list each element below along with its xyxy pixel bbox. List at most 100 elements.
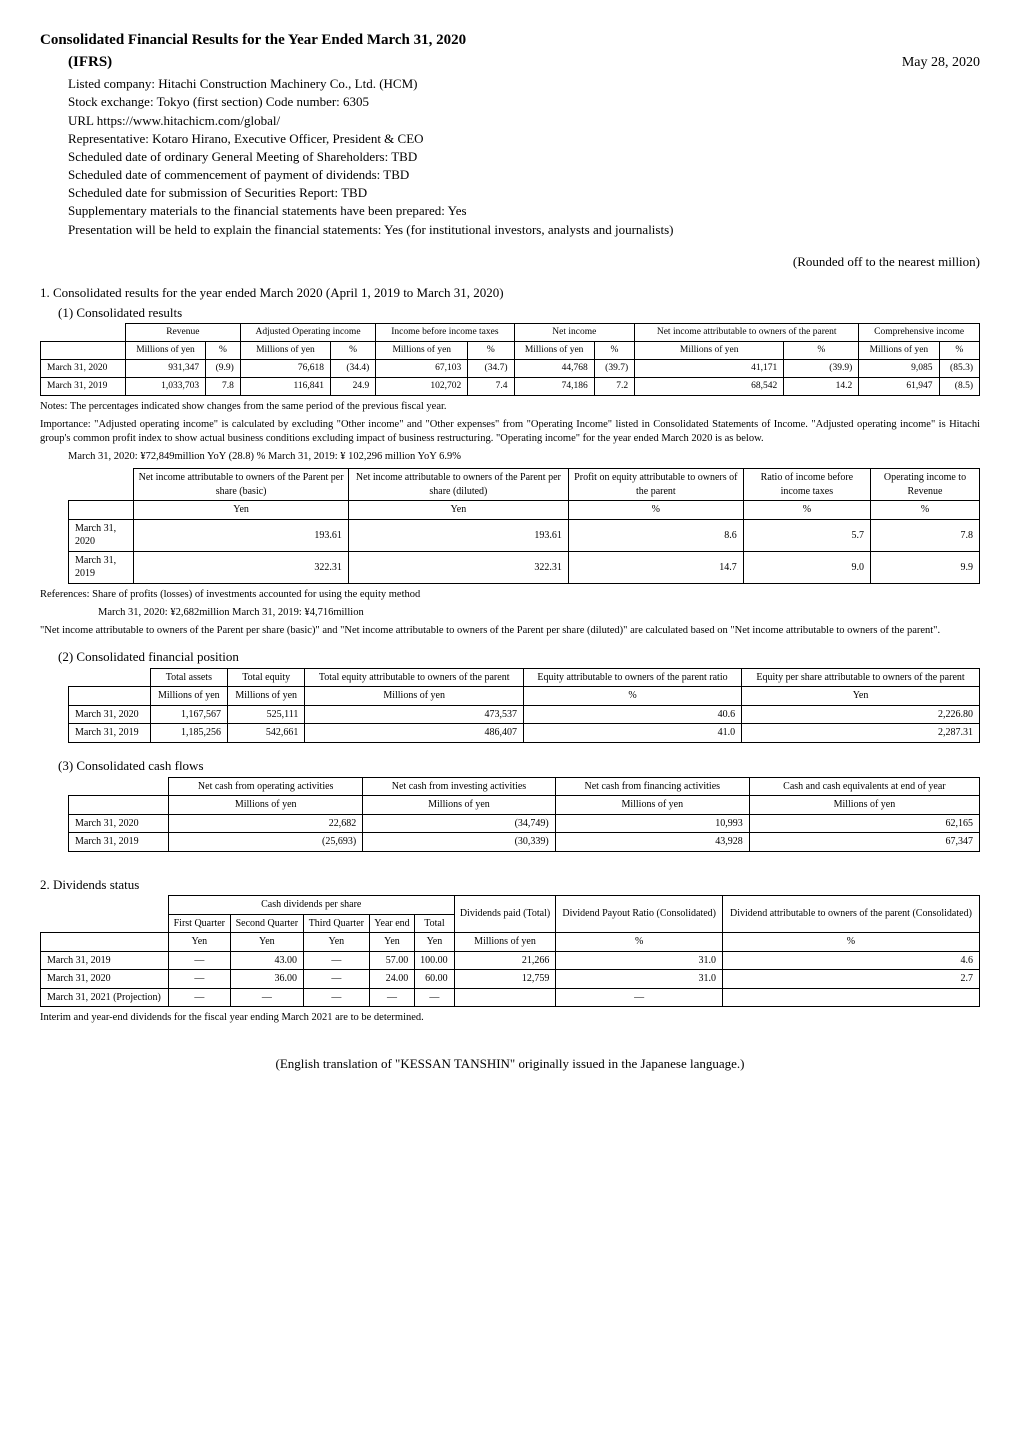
cell: 31.0 (556, 970, 723, 989)
unit-cell: % (722, 933, 979, 952)
section-1-3-heading: (3) Consolidated cash flows (40, 757, 980, 775)
ifrs-label: (IFRS) (40, 52, 112, 72)
row-label: March 31, 2020 (69, 519, 134, 551)
col-header: Second Quarter (230, 914, 303, 933)
cell: 9.0 (743, 551, 870, 583)
cell: 76,618 (240, 360, 330, 378)
cell: 4.6 (722, 951, 979, 970)
cell: (39.9) (784, 360, 859, 378)
unit-cell: % (784, 342, 859, 360)
cell: 14.7 (568, 551, 743, 583)
cell: 100.00 (415, 951, 454, 970)
cell: ― (556, 988, 723, 1007)
col-header: Dividend Payout Ratio (Consolidated) (556, 896, 723, 933)
cell: (8.5) (939, 377, 979, 395)
cell: 12,759 (454, 970, 556, 989)
cell: (34.4) (330, 360, 375, 378)
col-header: Income before income taxes (376, 324, 514, 342)
cell: (25,693) (169, 833, 363, 852)
cell: 22,682 (169, 814, 363, 833)
cell: 61,947 (859, 377, 939, 395)
cell: 1,167,567 (150, 705, 227, 724)
info-line: Scheduled date of ordinary General Meeti… (68, 148, 980, 166)
ifrs-line: (IFRS) May 28, 2020 (40, 52, 980, 73)
unit-cell: Millions of yen (169, 796, 363, 815)
table-row: March 31, 2021 (Projection) ― ― ― ― ― ― (41, 988, 980, 1007)
table-row: March 31, 2019 ― 43.00 ― 57.00 100.00 21… (41, 951, 980, 970)
col-header: Total equity attributable to owners of t… (305, 668, 524, 687)
cell: 9.9 (871, 551, 980, 583)
cell: 2,226.80 (742, 705, 980, 724)
table-note: Importance: "Adjusted operating income" … (40, 418, 980, 446)
cell: ― (168, 951, 230, 970)
info-line: Scheduled date of commencement of paymen… (68, 166, 980, 184)
row-label: March 31, 2019 (41, 951, 169, 970)
cell: (39.7) (594, 360, 634, 378)
col-header: Operating income to Revenue (871, 469, 980, 501)
section-2-heading: 2. Dividends status (40, 876, 980, 894)
cell: 41,171 (635, 360, 784, 378)
cell: (85.3) (939, 360, 979, 378)
unit-cell: % (743, 501, 870, 520)
cash-flows-table: Net cash from operating activities Net c… (68, 777, 980, 852)
table-note: References: Share of profits (losses) of… (40, 588, 980, 602)
row-label: March 31, 2020 (69, 705, 151, 724)
cell: 10,993 (555, 814, 749, 833)
cell: 24.00 (369, 970, 414, 989)
cell: 57.00 (369, 951, 414, 970)
table-row: March 31, 2020 ― 36.00 ― 24.00 60.00 12,… (41, 970, 980, 989)
unit-cell: Yen (230, 933, 303, 952)
col-header: Comprehensive income (859, 324, 980, 342)
unit-cell: Yen (369, 933, 414, 952)
unit-cell: Millions of yen (859, 342, 939, 360)
unit-cell: Millions of yen (454, 933, 556, 952)
unit-cell: Millions of yen (125, 342, 205, 360)
doc-title: Consolidated Financial Results for the Y… (40, 30, 980, 50)
row-label: March 31, 2020 (41, 360, 126, 378)
table-row: March 31, 2020 931,347 (9.9) 76,618 (34.… (41, 360, 980, 378)
unit-cell: % (871, 501, 980, 520)
info-line: URL https://www.hitachicm.com/global/ (68, 112, 980, 130)
cell: (34,749) (363, 814, 556, 833)
unit-cell: Yen (415, 933, 454, 952)
cell: 8.6 (568, 519, 743, 551)
unit-cell: Millions of yen (363, 796, 556, 815)
cell: 9,085 (859, 360, 939, 378)
table-row: March 31, 2019 322.31 322.31 14.7 9.0 9.… (69, 551, 980, 583)
cell: 21,266 (454, 951, 556, 970)
cell: 102,702 (376, 377, 468, 395)
cell: 931,347 (125, 360, 205, 378)
unit-cell: % (939, 342, 979, 360)
col-header: Third Quarter (303, 914, 369, 933)
row-label: March 31, 2019 (41, 377, 126, 395)
col-header: Net cash from financing activities (555, 777, 749, 796)
col-header: Net cash from operating activities (169, 777, 363, 796)
table-note: "Net income attributable to owners of th… (40, 624, 980, 638)
cell: 7.8 (871, 519, 980, 551)
row-label: March 31, 2020 (69, 814, 169, 833)
per-share-table: Net income attributable to owners of the… (68, 468, 980, 584)
unit-cell: % (468, 342, 514, 360)
cell: ― (369, 988, 414, 1007)
cell: 14.2 (784, 377, 859, 395)
col-header: Total (415, 914, 454, 933)
cell: 68,542 (635, 377, 784, 395)
row-label: March 31, 2019 (69, 833, 169, 852)
cell: 525,111 (228, 705, 305, 724)
row-label: March 31, 2021 (Projection) (41, 988, 169, 1007)
cell: 5.7 (743, 519, 870, 551)
col-header: Dividend attributable to owners of the p… (722, 896, 979, 933)
unit-cell: Millions of yen (376, 342, 468, 360)
cell: 36.00 (230, 970, 303, 989)
col-header: Revenue (125, 324, 240, 342)
table-note: Notes: The percentages indicated show ch… (40, 400, 980, 414)
cell: 7.4 (468, 377, 514, 395)
cell: (30,339) (363, 833, 556, 852)
col-header: First Quarter (168, 914, 230, 933)
col-header: Dividends paid (Total) (454, 896, 556, 933)
cell: 473,537 (305, 705, 524, 724)
cell: 7.8 (206, 377, 241, 395)
unit-cell: Millions of yen (555, 796, 749, 815)
cell: 67,347 (749, 833, 979, 852)
col-header: Net income attributable to owners of the… (134, 469, 349, 501)
